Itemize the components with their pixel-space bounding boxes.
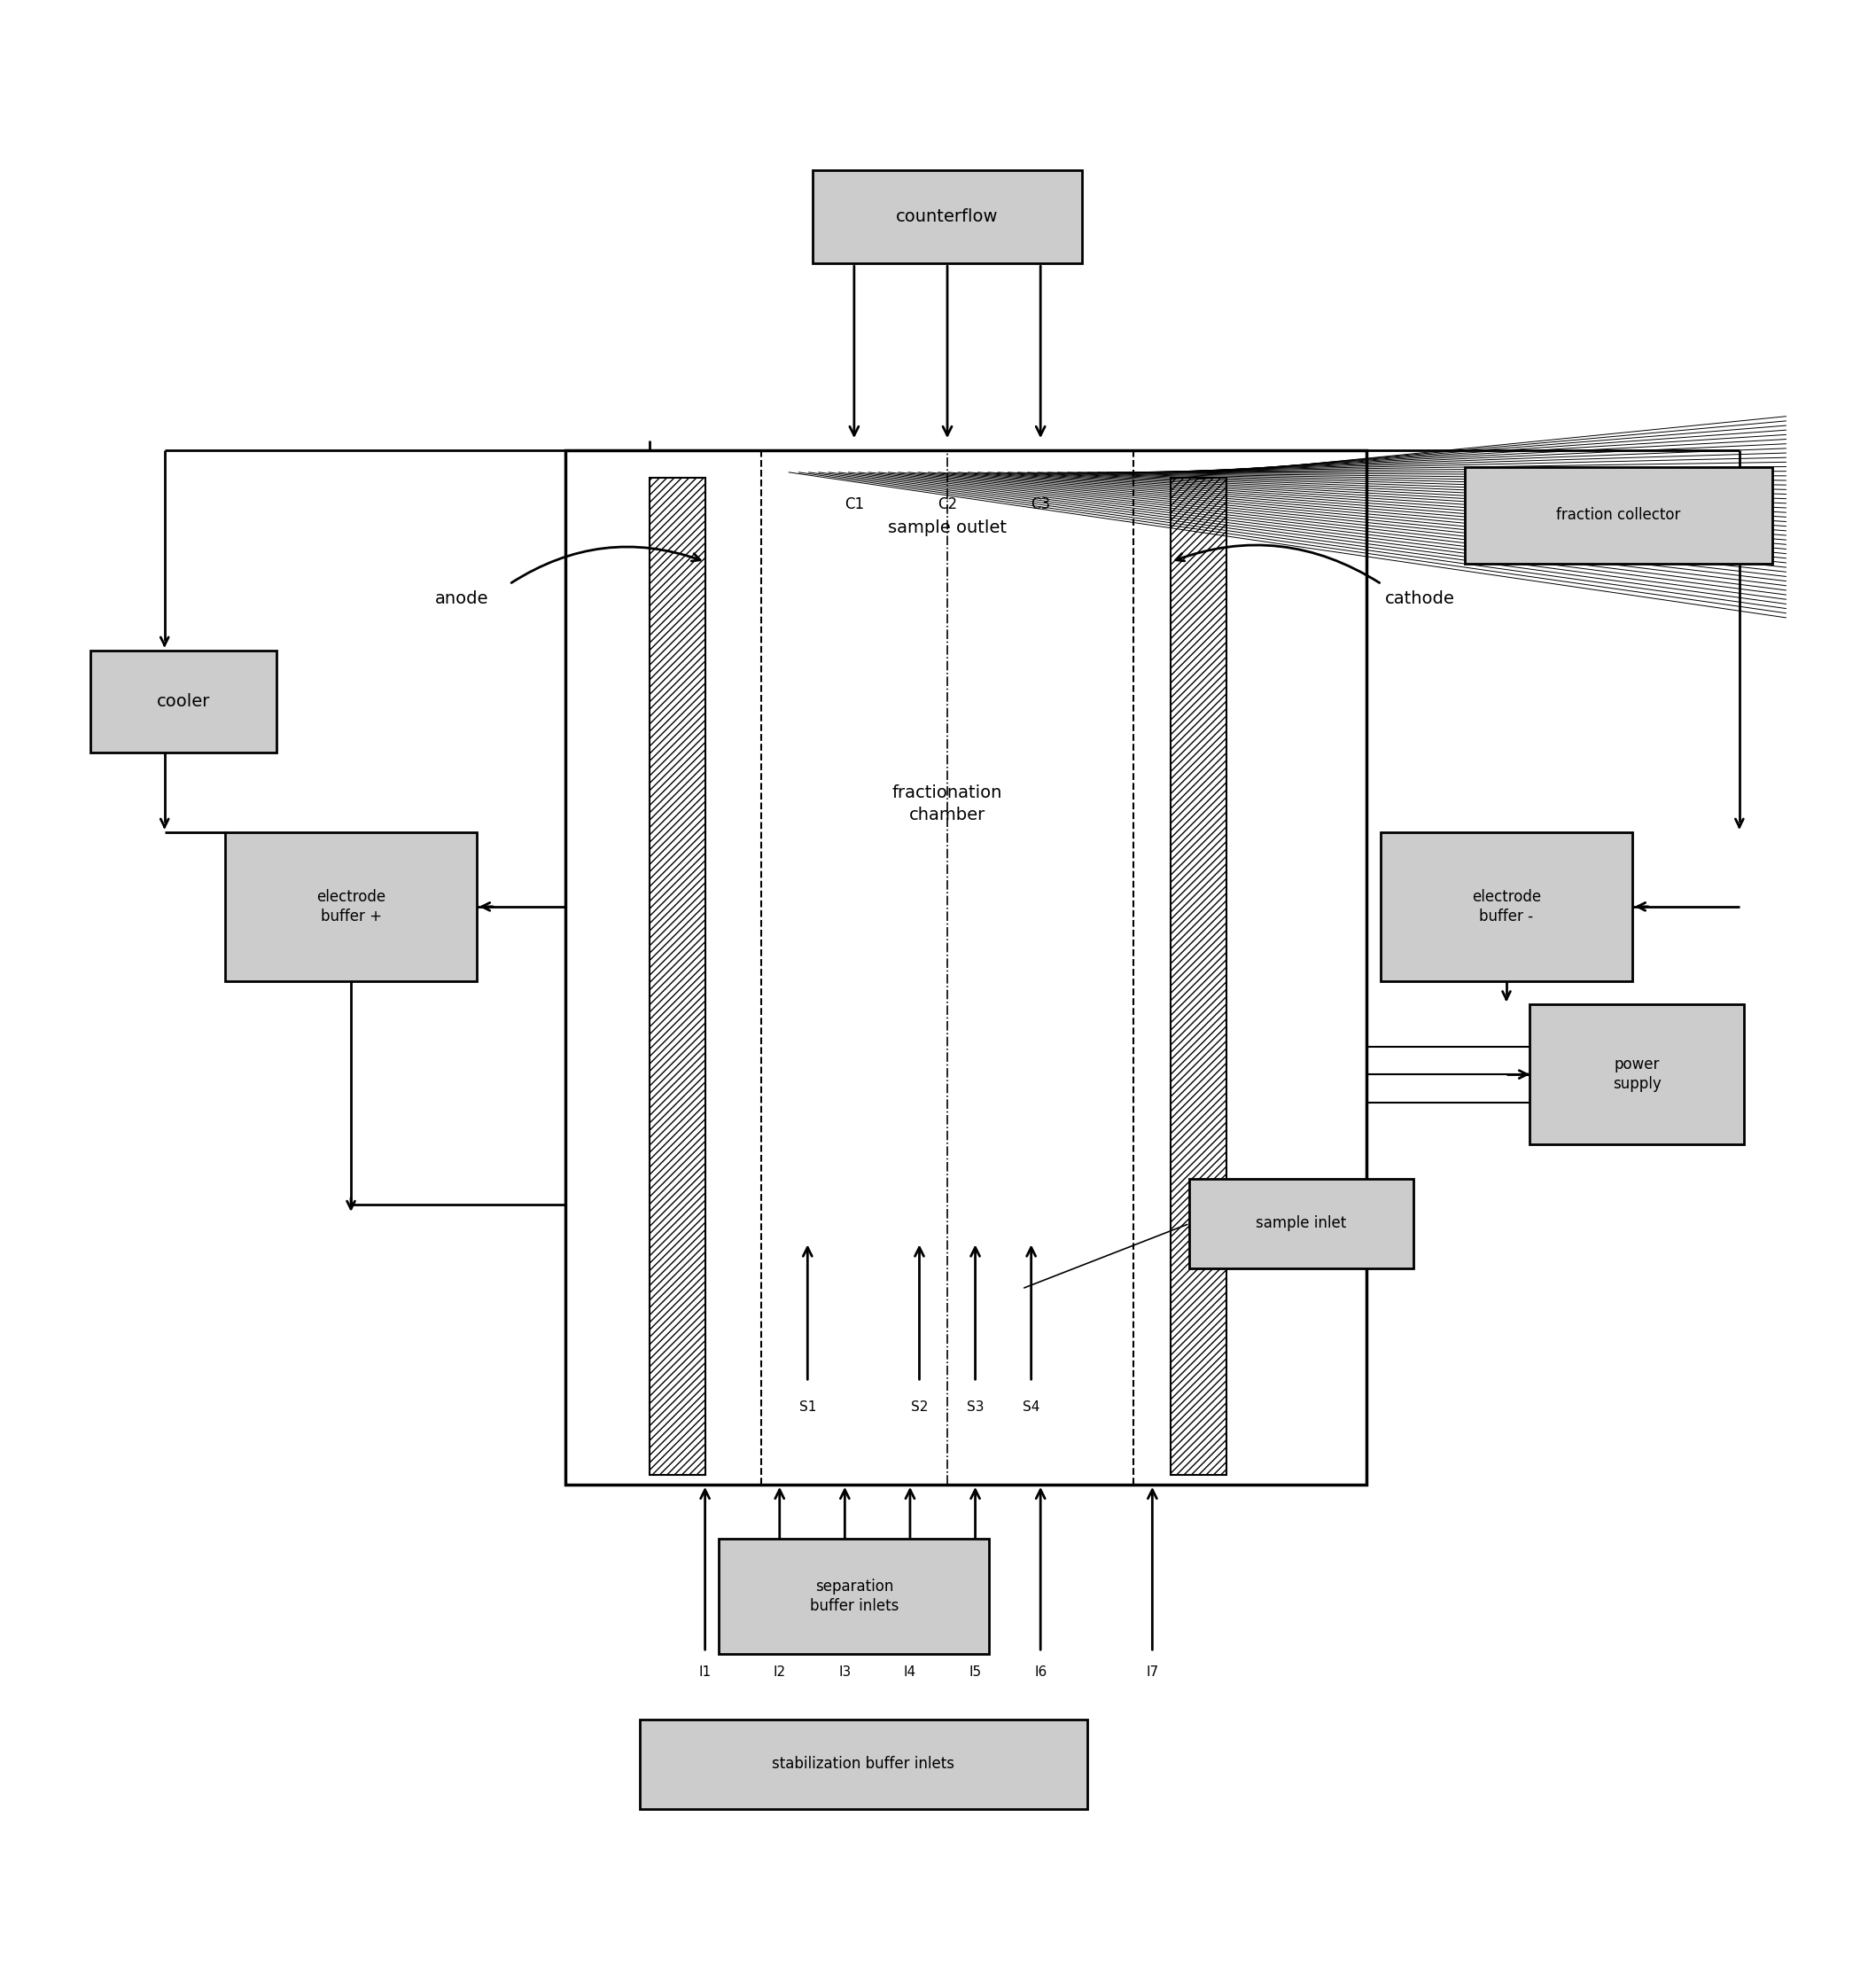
Text: S3: S3	[966, 1401, 983, 1414]
Text: I3: I3	[839, 1666, 852, 1678]
Text: electrode
buffer +: electrode buffer +	[317, 889, 386, 925]
Bar	[719, 1539, 989, 1654]
Text: I6: I6	[1034, 1666, 1047, 1678]
Bar	[640, 1720, 1086, 1809]
Text: anode: anode	[435, 590, 488, 608]
Text: I4: I4	[904, 1666, 915, 1678]
Text: fractionation
chamber: fractionation chamber	[893, 784, 1002, 824]
Text: I2: I2	[773, 1666, 786, 1678]
Text: fraction collector: fraction collector	[1555, 507, 1681, 523]
Text: I7: I7	[1146, 1666, 1159, 1678]
Text: S2: S2	[910, 1401, 929, 1414]
Bar	[565, 450, 1366, 1484]
Bar	[225, 832, 477, 981]
Bar	[1189, 1179, 1413, 1268]
Text: S4: S4	[1022, 1401, 1039, 1414]
Text: C1: C1	[844, 497, 865, 513]
Text: counterflow: counterflow	[897, 208, 998, 226]
Text: C2: C2	[938, 497, 957, 513]
Text: power
supply: power supply	[1613, 1056, 1660, 1092]
Text: cooler: cooler	[156, 693, 210, 709]
Bar	[1529, 1004, 1745, 1145]
Bar	[649, 477, 705, 1476]
Bar	[1381, 832, 1632, 981]
Bar	[1465, 468, 1773, 565]
Text: cathode: cathode	[1384, 590, 1456, 608]
Text: I5: I5	[970, 1666, 981, 1678]
Text: sample inlet: sample inlet	[1257, 1216, 1347, 1232]
Text: electrode
buffer -: electrode buffer -	[1473, 889, 1540, 925]
Text: separation
buffer inlets: separation buffer inlets	[810, 1579, 899, 1615]
Bar	[90, 650, 276, 753]
Bar	[812, 170, 1082, 263]
Text: C3: C3	[1030, 497, 1051, 513]
Text: stabilization buffer inlets: stabilization buffer inlets	[773, 1755, 955, 1773]
Text: I1: I1	[698, 1666, 711, 1678]
Text: S1: S1	[799, 1401, 816, 1414]
Bar	[1171, 477, 1227, 1476]
Text: sample outlet: sample outlet	[887, 519, 1007, 537]
